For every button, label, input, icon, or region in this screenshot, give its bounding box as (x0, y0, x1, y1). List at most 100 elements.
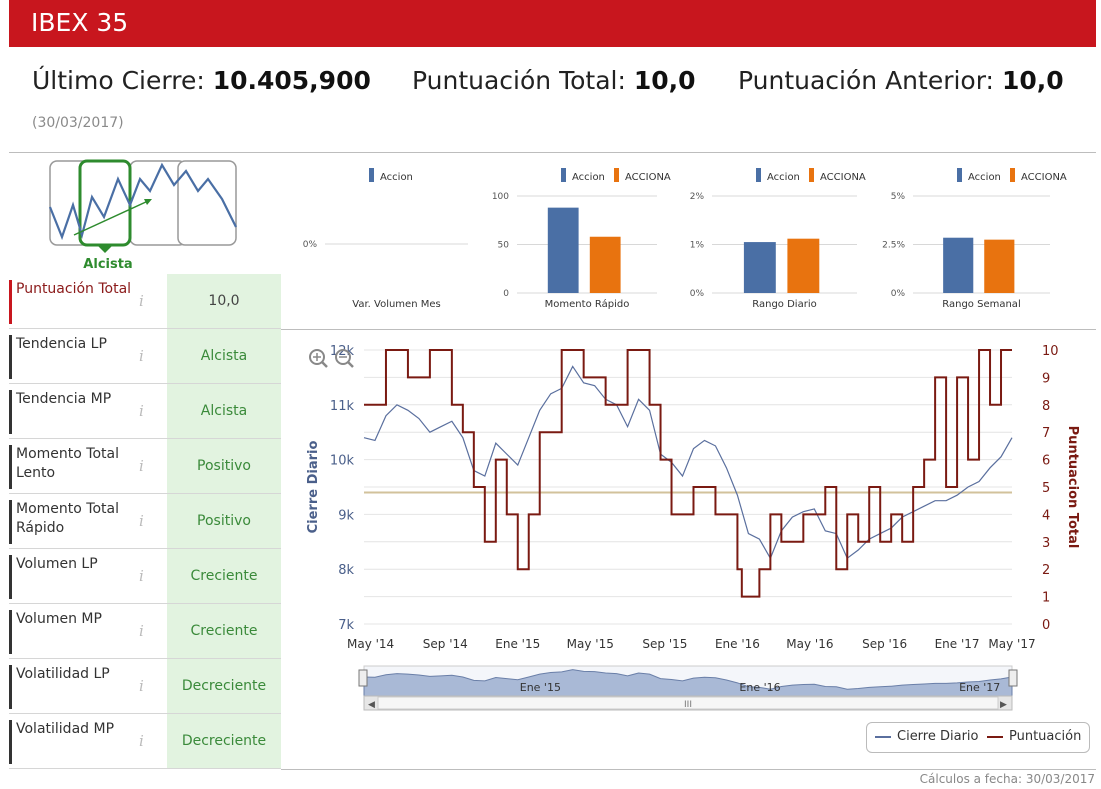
ultimo-cierre-value: 10.405,900 (212, 66, 371, 95)
x-tick-label: May '15 (567, 637, 614, 651)
bar[interactable] (589, 236, 621, 293)
mini-chart: Accion ACCIONA 0 50 100 Momento Rápido (492, 168, 671, 310)
legend-label: Cierre Diario (897, 729, 979, 744)
series-line-cierre[interactable] (363, 365, 1013, 560)
divider (281, 769, 1096, 770)
score-table: Puntuación Total i 10,0 Tendencia LP i Alcist… (9, 274, 281, 769)
legend-label[interactable]: Accion (767, 172, 800, 183)
mini-chart: Accion 0% Var. Volumen Mes (303, 168, 468, 310)
puntuacion-total: Puntuación Total: 10,0 (412, 66, 696, 95)
score-value: Creciente (167, 604, 281, 658)
legend-label[interactable]: ACCIONA (625, 172, 671, 183)
legend-swatch (875, 735, 891, 738)
ultimo-cierre: Último Cierre: 10.405,900 (32, 66, 371, 95)
legend-label: Puntuación (1009, 729, 1082, 744)
bar[interactable] (984, 239, 1015, 293)
score-label: Volumen MP (9, 610, 134, 654)
y-tick-label: 50 (498, 241, 510, 251)
navigator-right-handle[interactable] (1008, 669, 1018, 687)
legend-item-cierre[interactable]: Cierre Diario (875, 729, 979, 744)
score-value: Decreciente (167, 659, 281, 713)
info-icon[interactable]: i (139, 347, 144, 365)
y-tick-label: 0% (690, 289, 705, 299)
y-tick-label: 5% (891, 192, 906, 202)
navigator-tick-label: Ene '16 (739, 681, 780, 694)
y-left-tick: 11k (330, 399, 355, 414)
last-close-date: (30/03/2017) (32, 115, 124, 131)
y-right-tick: 9 (1042, 371, 1050, 386)
chart-legend: Cierre Diario Puntuación (866, 722, 1090, 753)
legend-label[interactable]: Accion (380, 172, 413, 183)
info-icon[interactable]: i (139, 677, 144, 695)
legend-swatch (614, 168, 619, 182)
x-tick-label: Sep '14 (423, 637, 468, 651)
y-right-tick: 5 (1042, 481, 1050, 496)
legend-item-puntuacion[interactable]: Puntuación (987, 729, 1081, 744)
score-row: Tendencia LP i Alcista (9, 329, 281, 384)
ultimo-cierre-label: Último Cierre: (32, 66, 205, 95)
trend-line (48, 162, 237, 241)
navigator-left-handle[interactable] (358, 669, 368, 687)
info-icon[interactable]: i (139, 292, 144, 310)
mini-chart: Accion ACCIONA 0% 2.5% 5% Rango Semanal (882, 168, 1067, 310)
scrollbar-thumb[interactable] (377, 696, 999, 710)
score-label: Momento Total Lento (9, 445, 134, 489)
legend-swatch (369, 168, 374, 182)
puntuacion-total-label: Puntuación Total: (412, 66, 626, 95)
score-value: Positivo (167, 439, 281, 493)
bar[interactable] (787, 238, 820, 293)
info-icon[interactable]: i (139, 402, 144, 420)
navigator-tick-label: Ene '17 (959, 681, 1000, 694)
legend-swatch (756, 168, 761, 182)
y-left-axis-title: Cierre Diario (306, 441, 321, 534)
series-line-puntuacion[interactable] (364, 349, 1012, 598)
bar[interactable] (547, 207, 579, 293)
legend-label[interactable]: Accion (572, 172, 605, 183)
info-icon[interactable]: i (139, 732, 144, 750)
info-icon[interactable]: i (139, 622, 144, 640)
bar[interactable] (943, 237, 974, 293)
puntuacion-total-value: 10,0 (633, 66, 696, 95)
scroll-left-icon[interactable]: ◀ (368, 700, 375, 710)
navigator-area (363, 669, 1013, 697)
x-tick-label: Ene '16 (715, 637, 760, 651)
divider (9, 152, 1096, 153)
score-value: Decreciente (167, 714, 281, 768)
y-right-tick: 7 (1042, 426, 1050, 441)
bar[interactable] (743, 242, 776, 293)
y-tick-label: 0% (891, 289, 906, 299)
zoom-out-icon[interactable] (335, 349, 354, 368)
info-icon[interactable]: i (139, 567, 144, 585)
score-row: Momento Total Lento i Positivo (9, 439, 281, 494)
legend-label[interactable]: Accion (968, 172, 1001, 183)
x-axis-label: Rango Semanal (942, 299, 1020, 310)
y-right-tick: 6 (1042, 454, 1050, 469)
score-label: Puntuación Total (9, 280, 134, 324)
app-header: IBEX 35 (9, 0, 1096, 47)
info-icon[interactable]: i (139, 457, 144, 475)
x-axis-label: Var. Volumen Mes (352, 299, 440, 310)
range-navigator[interactable]: Ene '15 Ene '16 Ene '17 (358, 665, 1018, 697)
score-row: Volumen MP i Creciente (9, 604, 281, 659)
legend-label[interactable]: ACCIONA (820, 172, 866, 183)
score-label: Volatilidad MP (9, 720, 134, 764)
info-icon[interactable]: i (139, 512, 144, 530)
x-axis-label: Momento Rápido (545, 298, 630, 310)
score-row: Volatilidad MP i Decreciente (9, 714, 281, 769)
y-left-tick: 7k (338, 618, 354, 633)
zoom-in-icon[interactable] (309, 349, 328, 368)
mini-chart: Accion ACCIONA 0% 1% 2% Rango Diario (690, 168, 866, 310)
page-title: IBEX 35 (31, 8, 129, 37)
score-label: Tendencia MP (9, 390, 134, 434)
legend-swatch (809, 168, 814, 182)
legend-label[interactable]: ACCIONA (1021, 172, 1067, 183)
legend-swatch (987, 735, 1003, 738)
y-right-tick: 8 (1042, 399, 1050, 414)
trend-illustration: Alcista (48, 159, 237, 272)
score-value: Alcista (167, 329, 281, 383)
score-value: Creciente (167, 549, 281, 603)
scroll-right-icon[interactable]: ▶ (1000, 700, 1007, 710)
score-label: Momento Total Rápido (9, 500, 134, 544)
x-tick-label: May '17 (988, 637, 1035, 651)
trend-arrow-head-icon (144, 199, 152, 205)
